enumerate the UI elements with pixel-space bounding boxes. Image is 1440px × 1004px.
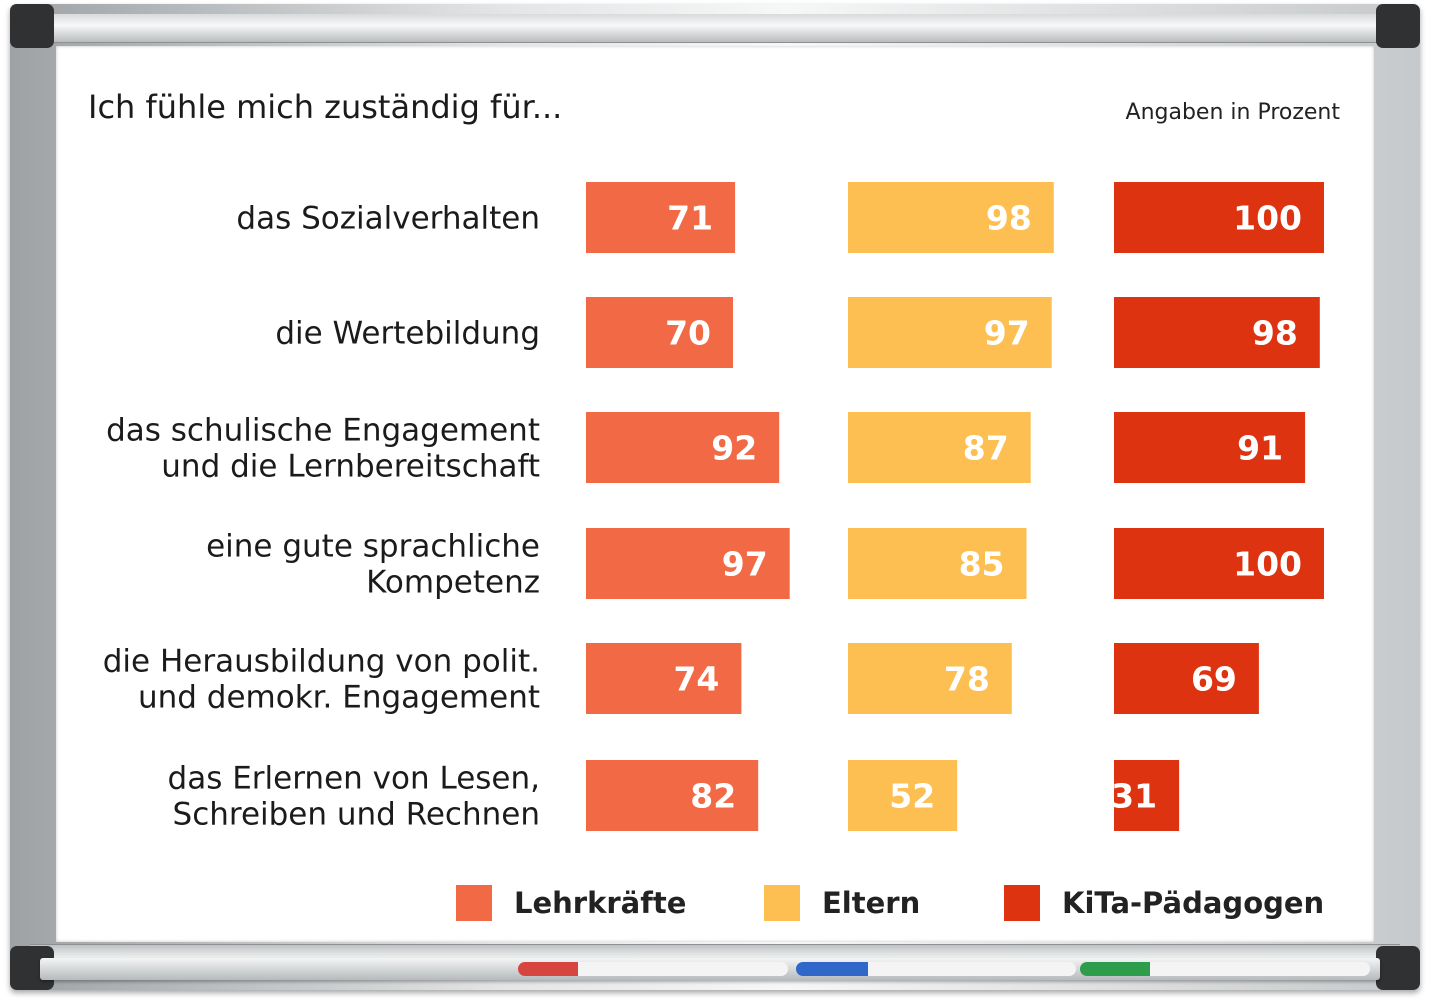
data-label-kita-paedagogen: 100 xyxy=(1233,545,1302,584)
bar-lehrkraefte xyxy=(586,643,742,714)
data-label-kita-paedagogen: 31 xyxy=(1111,777,1157,816)
legend-item-kita-paedagogen: KiTa-Pädagogen xyxy=(1004,878,1324,928)
bar-lehrkraefte xyxy=(586,412,780,483)
blue-marker xyxy=(796,962,1076,976)
data-label-kita-paedagogen: 69 xyxy=(1191,660,1237,699)
red-marker xyxy=(518,962,788,976)
category-label: das Sozialverhalten xyxy=(236,201,540,237)
bar-kita-paedagogen xyxy=(1114,643,1259,714)
bar-kita-paedagogen xyxy=(1114,760,1180,831)
frame-corner-top-right xyxy=(1376,4,1420,48)
bar-eltern xyxy=(848,528,1027,599)
frame-top-rail xyxy=(30,14,1400,43)
bar-eltern xyxy=(848,643,1012,714)
bar-kita-paedagogen xyxy=(1114,297,1320,368)
bar-lehrkraefte xyxy=(586,182,736,253)
legend-swatch-lehrkraefte xyxy=(456,885,492,921)
bar-eltern xyxy=(848,760,958,831)
data-label-kita-paedagogen: 98 xyxy=(1252,314,1298,353)
legend-label-kita-paedagogen: KiTa-Pädagogen xyxy=(1062,886,1325,920)
bar-kita-paedagogen xyxy=(1114,528,1324,599)
bar-eltern xyxy=(848,297,1052,368)
data-label-lehrkraefte: 71 xyxy=(667,199,713,238)
data-label-kita-paedagogen: 91 xyxy=(1237,429,1283,468)
data-label-eltern: 85 xyxy=(959,545,1005,584)
frame-corner-bottom-right xyxy=(1376,946,1420,990)
bar-kita-paedagogen xyxy=(1114,412,1306,483)
legend-item-lehrkraefte: Lehrkräfte xyxy=(456,878,686,928)
bar-lehrkraefte xyxy=(586,297,733,368)
bar-lehrkraefte xyxy=(586,760,759,831)
category-label: die Herausbildung von polit. und demokr. … xyxy=(103,644,540,716)
category-label: die Wertebildung xyxy=(275,316,540,352)
bar-lehrkraefte xyxy=(586,528,790,599)
data-label-eltern: 97 xyxy=(984,314,1030,353)
legend-label-eltern: Eltern xyxy=(822,886,921,920)
category-label: das schulische Engagement und die Lernber… xyxy=(106,413,540,485)
chart-subtitle: Angaben in Prozent xyxy=(1125,100,1340,125)
category-label: eine gute sprachliche Kompetenz xyxy=(206,529,540,601)
chart-title: Ich fühle mich zuständig für... xyxy=(88,88,563,126)
data-label-eltern: 78 xyxy=(944,660,990,699)
bar-kita-paedagogen xyxy=(1114,182,1324,253)
category-label: das Erlernen von Lesen, Schreiben und Rec… xyxy=(168,761,540,833)
data-label-lehrkraefte: 92 xyxy=(711,429,757,468)
data-label-lehrkraefte: 70 xyxy=(665,314,711,353)
legend-label-lehrkraefte: Lehrkräfte xyxy=(514,886,687,920)
data-label-lehrkraefte: 97 xyxy=(722,545,768,584)
bar-eltern xyxy=(848,412,1031,483)
data-label-eltern: 52 xyxy=(889,777,935,816)
green-marker xyxy=(1080,962,1370,976)
data-label-lehrkraefte: 74 xyxy=(673,660,719,699)
frame-corner-top-left xyxy=(10,4,54,48)
data-label-lehrkraefte: 82 xyxy=(690,777,736,816)
legend-swatch-kita-paedagogen xyxy=(1004,885,1040,921)
legend-swatch-eltern xyxy=(764,885,800,921)
data-label-kita-paedagogen: 100 xyxy=(1233,199,1302,238)
data-label-eltern: 87 xyxy=(963,429,1009,468)
bar-eltern xyxy=(848,182,1054,253)
legend-item-eltern: Eltern xyxy=(764,878,920,928)
data-label-eltern: 98 xyxy=(986,199,1032,238)
